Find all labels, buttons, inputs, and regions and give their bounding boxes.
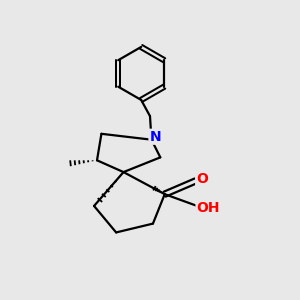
Text: N: N: [149, 130, 161, 144]
Text: OH: OH: [196, 201, 220, 215]
Text: O: O: [196, 172, 208, 186]
